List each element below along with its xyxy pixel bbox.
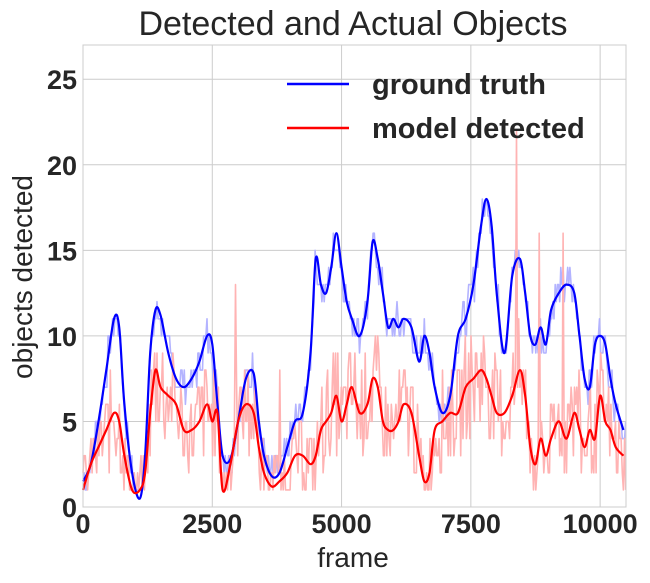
x-tick-label: 10000 — [563, 509, 638, 539]
x-tick-label: 2500 — [182, 509, 242, 539]
y-tick-label: 15 — [47, 236, 77, 266]
series-line-ground-truth — [82, 197, 625, 500]
y-tick-label: 0 — [62, 493, 77, 523]
y-tick-label: 20 — [47, 151, 77, 181]
x-ticks: 0 2500 5000 7500 10000 — [75, 509, 637, 539]
legend: ground truth model detected — [287, 69, 585, 145]
y-ticks: 0 5 10 15 20 25 — [47, 65, 77, 523]
y-axis-label: objects detected — [7, 175, 38, 379]
legend-label: model detected — [372, 113, 585, 145]
legend-label: ground truth — [372, 69, 546, 101]
chart-title: Detected and Actual Objects — [138, 5, 567, 43]
x-tick-label: 7500 — [441, 509, 501, 539]
y-tick-label: 10 — [47, 322, 77, 352]
raw-series-line — [82, 129, 627, 491]
series-line-model-detected — [81, 368, 625, 495]
y-tick-label: 25 — [47, 65, 77, 95]
smooth-lines — [81, 197, 625, 500]
plot-frame — [82, 44, 627, 508]
x-tick-label: 5000 — [312, 509, 372, 539]
x-axis-label: frame — [317, 542, 389, 573]
y-tick-label: 5 — [62, 407, 77, 437]
x-tick-label: 0 — [75, 509, 90, 539]
